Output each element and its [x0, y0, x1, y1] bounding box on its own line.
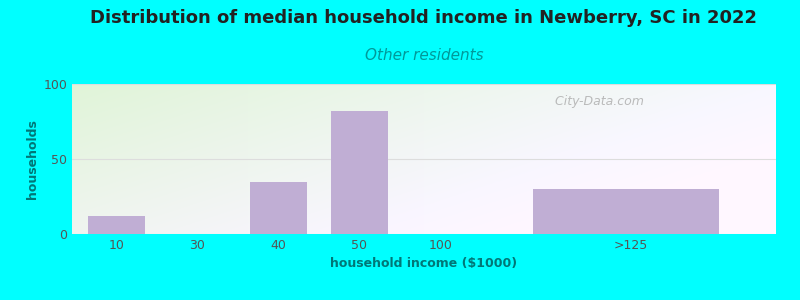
X-axis label: household income ($1000): household income ($1000)	[330, 257, 518, 270]
Text: Other residents: Other residents	[365, 48, 483, 63]
Bar	[331, 111, 387, 234]
Text: Distribution of median household income in Newberry, SC in 2022: Distribution of median household income …	[90, 9, 758, 27]
Bar	[534, 189, 719, 234]
Text: City-Data.com: City-Data.com	[550, 94, 643, 107]
Bar	[88, 216, 145, 234]
Y-axis label: households: households	[26, 119, 39, 199]
Bar	[250, 182, 306, 234]
